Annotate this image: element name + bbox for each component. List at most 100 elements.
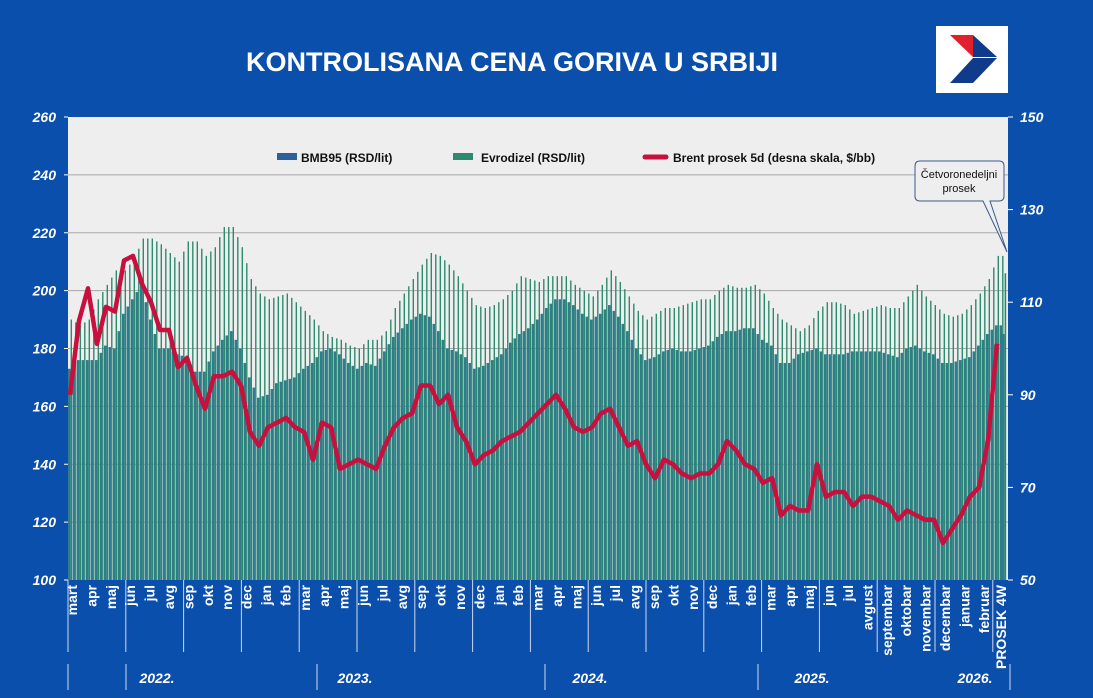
bar-bmb95 bbox=[351, 365, 355, 580]
bar-bmb95 bbox=[95, 360, 98, 580]
bar-bmb95 bbox=[990, 329, 994, 580]
bar-evrodizel bbox=[867, 309, 869, 580]
chart-title: KONTROLISANA CENA GORIVA U SRBIJI bbox=[246, 47, 778, 77]
bar-bmb95 bbox=[752, 328, 755, 580]
bar-evrodizel bbox=[403, 293, 405, 580]
right-tick-label: 130 bbox=[1020, 202, 1044, 218]
bar-bmb95 bbox=[185, 357, 188, 580]
bar-evrodizel bbox=[642, 315, 644, 580]
bar-evrodizel bbox=[201, 248, 203, 580]
bar-bmb95 bbox=[878, 351, 881, 580]
bar-evrodizel bbox=[187, 241, 189, 580]
bar-evrodizel bbox=[822, 306, 824, 580]
bar-evrodizel bbox=[327, 334, 329, 580]
bar-bmb95 bbox=[297, 373, 301, 580]
left-tick-label: 180 bbox=[33, 341, 57, 357]
bar-evrodizel bbox=[498, 302, 500, 580]
month-label: decembar bbox=[937, 584, 953, 651]
month-label: nov bbox=[452, 585, 468, 610]
bar-evrodizel bbox=[705, 299, 707, 580]
bar-bmb95 bbox=[702, 347, 706, 580]
bar-bmb95 bbox=[590, 319, 593, 580]
bar-bmb95 bbox=[279, 381, 283, 580]
bar-bmb95 bbox=[68, 368, 71, 580]
bar-evrodizel bbox=[304, 310, 306, 580]
bar-bmb95 bbox=[788, 362, 791, 580]
bar-bmb95 bbox=[594, 316, 598, 580]
logo-blue-upper bbox=[973, 35, 997, 57]
bar-bmb95 bbox=[374, 365, 377, 580]
bar-evrodizel bbox=[538, 281, 540, 580]
bar-bmb95 bbox=[545, 307, 548, 580]
bar-evrodizel bbox=[133, 258, 135, 580]
bar-bmb95 bbox=[500, 354, 503, 580]
bar-evrodizel bbox=[921, 290, 923, 580]
bar-evrodizel bbox=[930, 300, 932, 580]
bar-evrodizel bbox=[561, 276, 563, 580]
bar-bmb95 bbox=[689, 351, 692, 580]
bar-bmb95 bbox=[194, 371, 197, 580]
bar-bmb95 bbox=[257, 397, 260, 580]
bar-evrodizel bbox=[453, 270, 455, 580]
bar-bmb95 bbox=[666, 349, 670, 580]
bar-evrodizel bbox=[984, 286, 986, 580]
bar-evrodizel bbox=[547, 276, 549, 580]
bar-bmb95 bbox=[239, 348, 242, 580]
month-label: jun bbox=[355, 585, 371, 607]
bar-bmb95 bbox=[333, 351, 337, 580]
bar-bmb95 bbox=[743, 328, 746, 580]
bar-evrodizel bbox=[484, 307, 486, 580]
right-tick-label: 150 bbox=[1020, 109, 1044, 125]
bar-bmb95 bbox=[792, 358, 796, 580]
bar-evrodizel bbox=[741, 287, 743, 580]
bar-bmb95 bbox=[612, 310, 616, 580]
left-tick-label: 120 bbox=[33, 514, 57, 530]
month-label: okt bbox=[200, 585, 216, 606]
bar-evrodizel bbox=[93, 309, 95, 580]
bar-evrodizel bbox=[367, 339, 369, 580]
bar-evrodizel bbox=[570, 280, 572, 580]
bar-evrodizel bbox=[943, 313, 945, 580]
bar-evrodizel bbox=[115, 270, 117, 580]
bar-evrodizel bbox=[475, 305, 477, 580]
bar-bmb95 bbox=[446, 348, 449, 580]
bar-evrodizel bbox=[192, 241, 194, 580]
bar-bmb95 bbox=[932, 354, 935, 580]
bar-evrodizel bbox=[286, 293, 288, 580]
bar-bmb95 bbox=[347, 362, 350, 580]
bar-evrodizel bbox=[462, 283, 464, 580]
bar-bmb95 bbox=[428, 316, 431, 580]
bar-bmb95 bbox=[630, 339, 634, 580]
bar-evrodizel bbox=[588, 293, 590, 580]
bar-evrodizel bbox=[718, 290, 720, 580]
bar-bmb95 bbox=[531, 323, 535, 580]
bar-evrodizel bbox=[394, 307, 396, 580]
bar-evrodizel bbox=[597, 290, 599, 580]
bar-bmb95 bbox=[207, 361, 211, 580]
bar-bmb95 bbox=[410, 319, 413, 580]
bar-bmb95 bbox=[801, 352, 805, 580]
bar-bmb95 bbox=[419, 313, 422, 580]
bar-bmb95 bbox=[486, 362, 490, 580]
month-label: jan bbox=[258, 585, 274, 606]
month-labels: mart apr maj jun jul avg sep okt nov dec jan feb mar… bbox=[64, 584, 1009, 669]
bar-bmb95 bbox=[873, 351, 877, 580]
callout: Četvoronedeljni prosek bbox=[914, 160, 1008, 253]
month-label: jan bbox=[724, 585, 740, 606]
bar-evrodizel bbox=[412, 279, 414, 580]
bar-bmb95 bbox=[144, 302, 148, 580]
bar-bmb95 bbox=[329, 348, 332, 580]
bar-evrodizel bbox=[835, 302, 837, 580]
bar-bmb95 bbox=[698, 348, 701, 580]
bar-evrodizel bbox=[331, 336, 333, 580]
bar-bmb95 bbox=[509, 342, 512, 580]
month-label: sep bbox=[413, 585, 429, 609]
month-label: avg bbox=[394, 585, 410, 609]
bar-evrodizel bbox=[259, 293, 261, 580]
bar-evrodizel bbox=[84, 322, 86, 580]
bar-bmb95 bbox=[275, 383, 278, 580]
bar-evrodizel bbox=[646, 319, 648, 580]
logo-blue-lower bbox=[950, 58, 997, 83]
bar-bmb95 bbox=[761, 339, 764, 580]
bar-evrodizel bbox=[952, 316, 954, 580]
